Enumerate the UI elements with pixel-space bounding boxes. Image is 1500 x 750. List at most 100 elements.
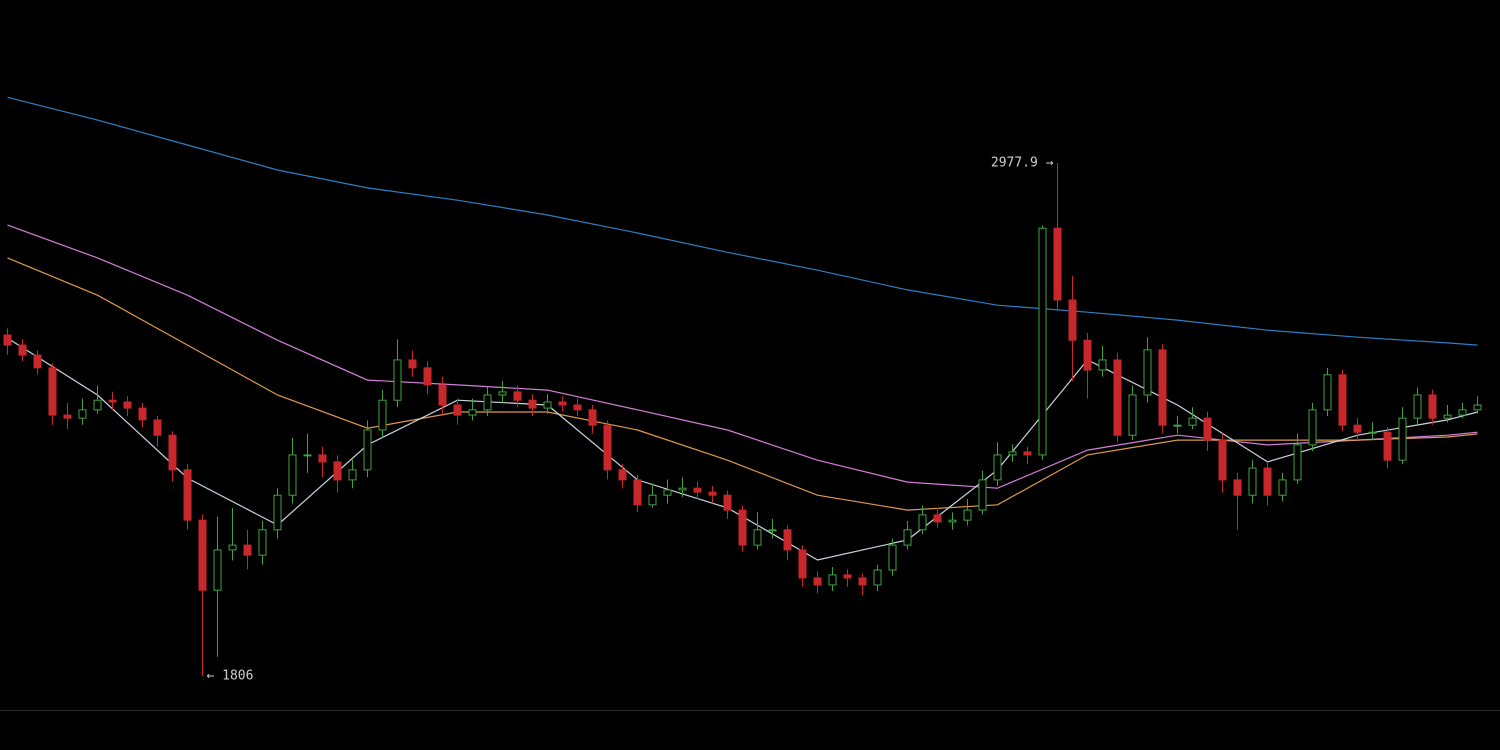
candle-body (603, 424, 612, 471)
candle-body (888, 544, 897, 571)
candle-body (1473, 404, 1482, 411)
candle-body (693, 487, 702, 493)
candle-body (858, 577, 867, 586)
candle-body (138, 407, 147, 421)
candle-body (1368, 431, 1377, 434)
candle-body (333, 461, 342, 481)
candle-body (1053, 227, 1062, 301)
candle-body (438, 384, 447, 406)
candle-body (483, 394, 492, 411)
candle-body (1188, 417, 1197, 426)
candle-body (528, 399, 537, 409)
candle-body (978, 479, 987, 511)
extreme-label: 2977.9 → (991, 156, 1054, 171)
candle-body (618, 469, 627, 481)
candle-body (48, 367, 57, 416)
candle-body (303, 454, 312, 457)
candle-body (648, 494, 657, 506)
candle-body (1398, 417, 1407, 461)
candle-body (1353, 424, 1362, 433)
candle-body (3, 334, 12, 346)
candle-body (378, 399, 387, 431)
candle-body (198, 519, 207, 591)
candle-body (948, 519, 957, 523)
candle-body (1443, 414, 1452, 419)
candle-body (753, 529, 762, 546)
candle-body (78, 409, 87, 419)
candle-body (1278, 479, 1287, 496)
candle-body (63, 414, 72, 419)
candle-body (318, 454, 327, 463)
moving-average-line (7, 257, 1478, 511)
candle-body (1128, 394, 1137, 436)
candle-body (1263, 467, 1272, 496)
candle-body (1428, 394, 1437, 419)
candle-body (1218, 439, 1227, 481)
candle-body (993, 454, 1002, 481)
candle-body (813, 577, 822, 586)
candle-body (1458, 409, 1467, 416)
candle-body (243, 544, 252, 556)
candle-body (573, 404, 582, 411)
candle-body (1383, 431, 1392, 461)
candle-body (843, 574, 852, 579)
candle-body (798, 549, 807, 579)
candle-body (288, 454, 297, 496)
candle-body (1038, 227, 1047, 456)
candle-body (213, 549, 222, 591)
candle-body (468, 409, 477, 416)
candle-body (1173, 424, 1182, 427)
candle-body (1308, 409, 1317, 446)
candle-body (663, 489, 672, 496)
candle-body (123, 401, 132, 409)
candle-body (1068, 299, 1077, 341)
candle-body (1323, 374, 1332, 411)
candle-body (498, 391, 507, 396)
candle-body (153, 419, 162, 436)
candle-body (738, 509, 747, 546)
candle-body (678, 487, 687, 491)
candle-body (783, 529, 792, 551)
candle-body (1338, 374, 1347, 426)
candle-body (828, 574, 837, 586)
candle-body (18, 344, 27, 356)
candle-body (918, 514, 927, 531)
candle-body (363, 429, 372, 471)
candle-body (183, 469, 192, 521)
candle-body (963, 509, 972, 521)
candle-body (873, 569, 882, 586)
candle-body (348, 469, 357, 481)
moving-average-line (7, 224, 1478, 489)
candle-body (1248, 467, 1257, 496)
candle-body (408, 359, 417, 369)
moving-average-line (7, 96, 1478, 346)
candle-body (108, 399, 117, 403)
candle-body (633, 479, 642, 506)
candle-body (1413, 394, 1422, 419)
candle-body (1233, 479, 1242, 496)
candle-body (1008, 451, 1017, 456)
candle-body (558, 401, 567, 406)
extreme-label: ← 1806 (207, 669, 254, 684)
candle-body (933, 514, 942, 523)
candle-body (588, 409, 597, 426)
candle-body (543, 401, 552, 409)
candle-body (513, 391, 522, 401)
candle-body (273, 494, 282, 531)
candle-body (1158, 349, 1167, 426)
candle-body (453, 404, 462, 416)
candle-body (1203, 417, 1212, 441)
candle-body (723, 494, 732, 511)
candle-body (1098, 359, 1107, 371)
candle-body (258, 529, 267, 556)
candle-body (708, 491, 717, 496)
candle-body (423, 367, 432, 386)
candle-body (1113, 359, 1122, 436)
candle-body (1023, 451, 1032, 456)
candle-body (903, 529, 912, 546)
candle-body (1083, 339, 1092, 371)
candle-body (1293, 444, 1302, 481)
